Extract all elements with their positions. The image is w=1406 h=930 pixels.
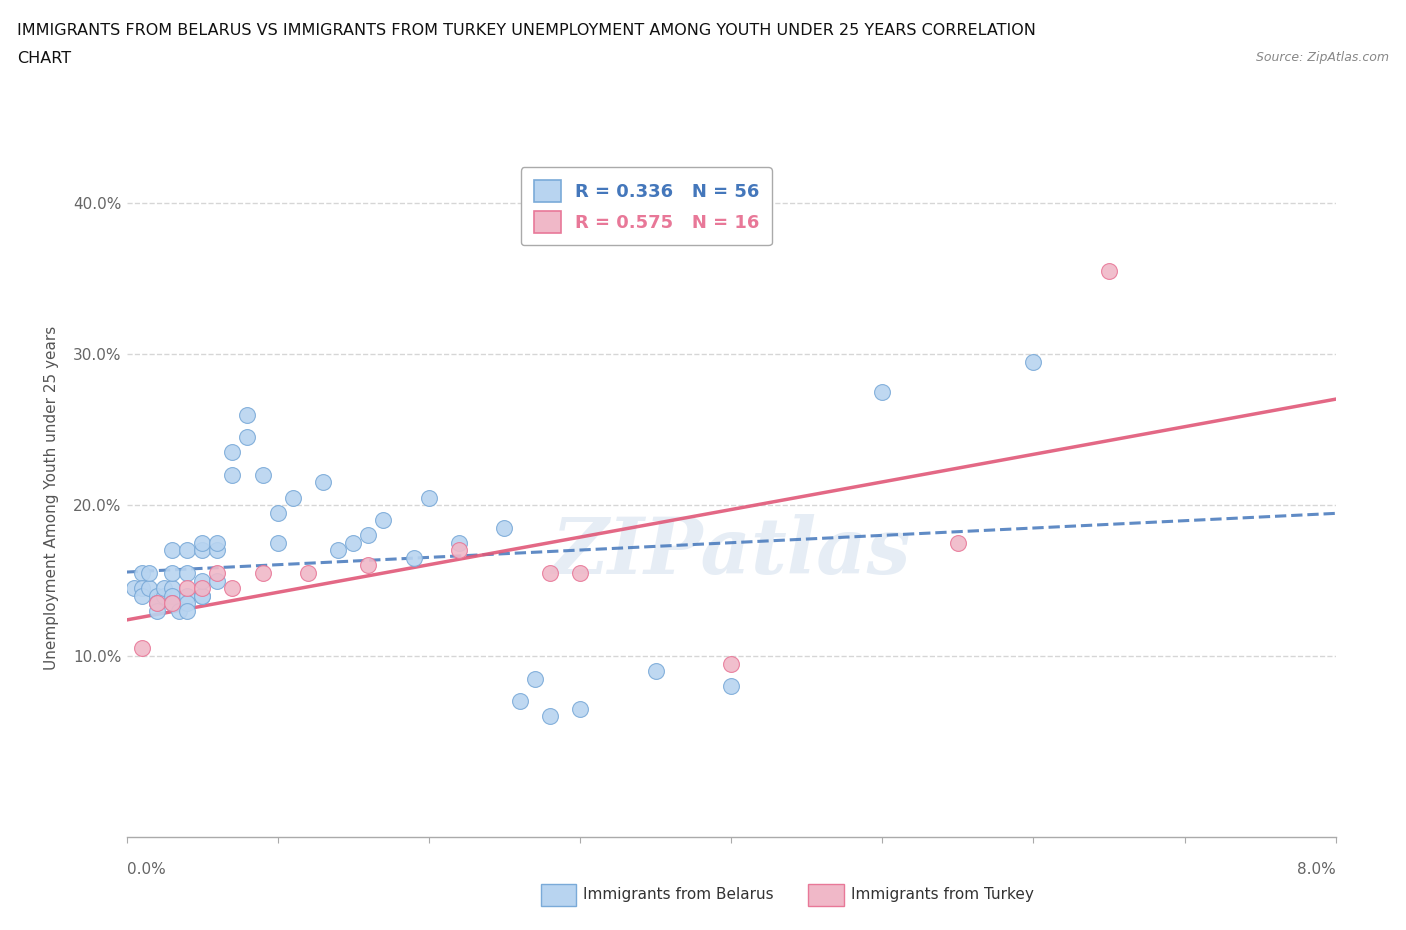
Text: Source: ZipAtlas.com: Source: ZipAtlas.com: [1256, 51, 1389, 64]
Point: [357, 528, 380, 543]
Point: [131, 641, 153, 656]
Point: [176, 596, 198, 611]
Point: [447, 543, 470, 558]
Point: [160, 580, 183, 595]
Point: [568, 565, 592, 580]
Text: ZIPatlas: ZIPatlas: [551, 513, 911, 591]
Point: [221, 445, 243, 459]
Point: [538, 565, 561, 580]
Point: [176, 543, 198, 558]
Point: [267, 505, 290, 520]
Point: [160, 565, 183, 580]
Point: [176, 604, 198, 618]
Point: [373, 512, 395, 527]
Point: [946, 536, 969, 551]
Point: [236, 430, 259, 445]
Point: [326, 543, 350, 558]
Point: [176, 580, 198, 595]
Point: [205, 543, 228, 558]
Point: [357, 558, 380, 573]
Point: [221, 468, 243, 483]
Point: [146, 604, 169, 618]
Point: [191, 588, 214, 603]
Point: [131, 588, 153, 603]
Point: [447, 536, 470, 551]
Point: [169, 604, 191, 618]
Point: [205, 565, 228, 580]
Point: [523, 671, 546, 686]
Point: [509, 694, 531, 709]
Point: [160, 588, 183, 603]
Point: [297, 565, 319, 580]
Point: [252, 468, 274, 483]
Point: [221, 580, 243, 595]
Point: [402, 551, 425, 565]
Text: Immigrants from Belarus: Immigrants from Belarus: [583, 887, 775, 902]
Point: [191, 543, 214, 558]
Point: [153, 580, 176, 595]
Point: [176, 588, 198, 603]
Point: [191, 573, 214, 588]
Point: [720, 656, 742, 671]
Point: [138, 580, 160, 595]
Point: [418, 490, 440, 505]
Legend: R = 0.336   N = 56, R = 0.575   N = 16: R = 0.336 N = 56, R = 0.575 N = 16: [520, 167, 772, 246]
Point: [644, 664, 666, 679]
Point: [131, 580, 153, 595]
Text: IMMIGRANTS FROM BELARUS VS IMMIGRANTS FROM TURKEY UNEMPLOYMENT AMONG YOUTH UNDER: IMMIGRANTS FROM BELARUS VS IMMIGRANTS FR…: [17, 23, 1036, 38]
Point: [138, 565, 160, 580]
Point: [267, 536, 290, 551]
Point: [720, 679, 742, 694]
Point: [160, 596, 183, 611]
Point: [1022, 354, 1045, 369]
Point: [281, 490, 304, 505]
Point: [122, 580, 145, 595]
Point: [146, 596, 169, 611]
Point: [191, 536, 214, 551]
Point: [205, 573, 228, 588]
Point: [205, 536, 228, 551]
Point: [342, 536, 364, 551]
Point: [312, 475, 335, 490]
Point: [494, 520, 516, 535]
Point: [176, 565, 198, 580]
Point: [191, 580, 214, 595]
Point: [146, 596, 169, 611]
Text: Immigrants from Turkey: Immigrants from Turkey: [851, 887, 1033, 902]
Point: [160, 596, 183, 611]
Point: [160, 543, 183, 558]
Point: [191, 588, 214, 603]
Point: [153, 588, 176, 603]
Text: 0.0%: 0.0%: [127, 862, 166, 877]
Point: [1098, 264, 1121, 279]
Point: [146, 596, 169, 611]
Text: CHART: CHART: [17, 51, 70, 66]
Point: [872, 384, 894, 399]
Point: [538, 709, 561, 724]
Point: [568, 701, 592, 716]
Point: [131, 565, 153, 580]
Point: [252, 565, 274, 580]
Point: [146, 588, 169, 603]
Point: [236, 407, 259, 422]
Y-axis label: Unemployment Among Youth under 25 years: Unemployment Among Youth under 25 years: [45, 326, 59, 670]
Text: 8.0%: 8.0%: [1296, 862, 1336, 877]
